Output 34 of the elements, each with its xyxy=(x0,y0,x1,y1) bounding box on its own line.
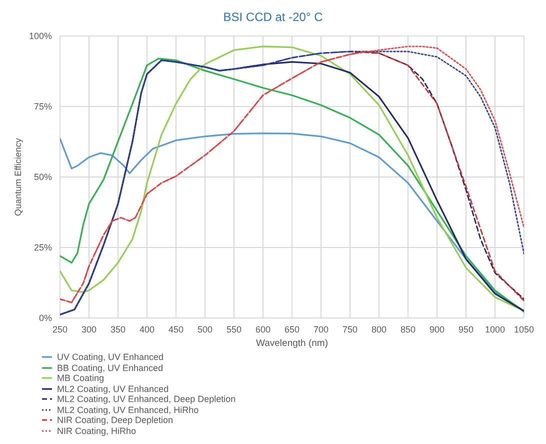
x-axis-title: Wavelength (nm) xyxy=(256,338,328,349)
y-tick-label: 75% xyxy=(34,102,52,112)
legend-label: MB Coating xyxy=(57,373,104,384)
legend-label: UV Coating, UV Enhanced xyxy=(57,352,164,362)
x-tick-label: 650 xyxy=(284,324,300,334)
x-tick-label: 600 xyxy=(255,324,271,334)
x-tick-label: 950 xyxy=(458,324,474,334)
x-tick-label: 300 xyxy=(81,324,97,334)
x-tick-label: 350 xyxy=(110,324,126,334)
x-tick-label: 800 xyxy=(371,324,387,334)
legend-label: NIR Coating, HiRho xyxy=(57,426,136,436)
x-tick-label: 450 xyxy=(168,324,184,334)
x-tick-label: 750 xyxy=(342,324,358,334)
legend-label: ML2 Coating, UV Enhanced xyxy=(57,384,169,394)
y-tick-label: 25% xyxy=(34,242,52,253)
x-tick-label: 550 xyxy=(226,324,242,334)
x-tick-label: 900 xyxy=(429,324,445,334)
x-tick-label: 1050 xyxy=(514,324,534,334)
x-tick-label: 250 xyxy=(52,324,68,334)
legend-label: ML2 Coating, UV Enhanced, Deep Depletion xyxy=(57,394,236,404)
y-tick-label: 100% xyxy=(28,31,52,42)
line-series xyxy=(60,132,524,312)
legend-label: ML2 Coating, UV Enhanced, HiRho xyxy=(57,404,199,415)
y-tick-label: 0% xyxy=(38,313,52,324)
y-axis-title: Quantum Efficiency xyxy=(13,138,24,216)
legend-label: NIR Coating, Deep Depletion xyxy=(57,415,174,426)
x-tick-label: 700 xyxy=(313,324,329,334)
x-tick-label: 850 xyxy=(400,324,416,334)
y-tick-label: 50% xyxy=(34,172,52,182)
legend-label: BB Coating, UV Enhanced xyxy=(57,362,164,373)
x-tick-label: 400 xyxy=(139,324,155,334)
chart-title: BSI CCD at -20° C xyxy=(222,9,324,26)
x-tick-label: 1000 xyxy=(484,324,506,334)
x-tick-label: 500 xyxy=(197,324,213,334)
